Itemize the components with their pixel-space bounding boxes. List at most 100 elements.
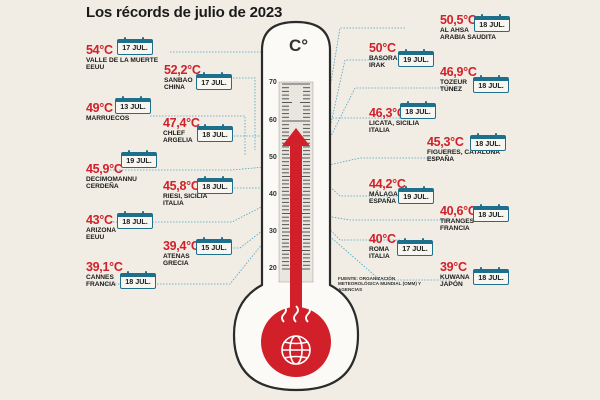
record-licata: 46,3°C LICATA, SICILIA ITALIA (369, 107, 419, 135)
record-decimomannu: 45,9°C DECIMOMANNU CERDEÑA (86, 163, 137, 191)
record-date: 19 JUL. (126, 156, 152, 165)
record-place: ARIZONA (86, 227, 117, 234)
record-country: FRANCIA (440, 225, 470, 233)
source-note: FUENTE: ORGANIZACIÓN METEOROLÓGICA MUNDI… (338, 276, 422, 292)
record-date: 18 JUL. (475, 139, 501, 148)
record-valle-de-la-muerte: 54°C VALLE DE LA MUERTE EEUU (86, 44, 158, 72)
record-arizona: 43°C ARIZONA EEUU (86, 214, 116, 242)
record-place: SANBAO (164, 77, 193, 84)
record-atenas: 39,4°C ATENAS GRECIA (163, 240, 200, 268)
calendar-icon: 18 JUL. (474, 14, 510, 32)
record-place: CANNES (86, 274, 114, 281)
record-tiranges: 40,6°C TIRANGES FRANCIA (440, 205, 477, 233)
calendar-icon: 18 JUL. (470, 133, 506, 151)
record-temp: 46,3°C (369, 106, 406, 120)
record-sanbao: 52,2°C SANBAO CHINA (164, 64, 201, 92)
record-temp: 40,6°C (440, 204, 477, 218)
scale-label-70: 70 (269, 79, 277, 86)
record-tozeur: 46,9°C TOZEUR TÚNEZ (440, 66, 477, 94)
record-temp: 50°C (369, 41, 396, 55)
calendar-icon: 18 JUL. (197, 176, 233, 194)
record-date: 15 JUL. (201, 243, 227, 252)
record-temp: 44,2°C (369, 177, 406, 191)
scale-label-20: 20 (269, 265, 277, 272)
record-date: 13 JUL. (120, 102, 146, 111)
calendar-icon: 17 JUL. (397, 238, 433, 256)
calendar-icon: 18 JUL. (120, 271, 156, 289)
record-place: TOZEUR (440, 79, 467, 86)
record-country: EEUU (86, 234, 105, 242)
scale-label-60: 60 (269, 117, 277, 124)
calendar-icon: 18 JUL. (400, 101, 436, 119)
record-temp: 49°C (86, 101, 113, 115)
record-date: 18 JUL. (478, 273, 504, 282)
record-basora: 50°C BASORA IRAK (369, 42, 398, 70)
record-place: LICATA, SICILIA (369, 120, 420, 127)
record-country: ITALIA (163, 200, 184, 208)
record-temp: 50,5°C (440, 13, 477, 27)
record-temp: 52,2°C (164, 63, 201, 77)
record-place: KUWANA (440, 274, 470, 281)
record-date: 18 JUL. (202, 130, 228, 139)
record-place: MÁLAGA (369, 191, 398, 198)
record-country: EEUU (86, 64, 105, 72)
record-country: CERDEÑA (86, 183, 119, 191)
calendar-icon: 18 JUL. (117, 211, 153, 229)
calendar-icon: 15 JUL. (196, 237, 232, 255)
record-country: TÚNEZ (440, 86, 462, 94)
record-place: MARRUECOS (86, 115, 130, 122)
record-roma: 40°C ROMA ITALIA (369, 233, 396, 261)
record-country: GRECIA (163, 260, 189, 268)
unit-label: C° (289, 36, 309, 55)
calendar-icon: 19 JUL. (398, 186, 434, 204)
record-date: 17 JUL. (201, 78, 227, 87)
calendar-icon: 19 JUL. (398, 49, 434, 67)
record-malaga: 44,2°C MÁLAGA ESPAÑA (369, 178, 406, 206)
record-temp: 54°C (86, 43, 113, 57)
record-country: ARGELIA (163, 137, 193, 145)
record-place: VALLE DE LA MUERTE (86, 57, 159, 64)
record-country: ESPAÑA (369, 198, 396, 206)
record-temp: 39,1°C (86, 260, 123, 274)
scale-label-50: 50 (269, 154, 277, 161)
record-date: 18 JUL. (202, 182, 228, 191)
record-temp: 45,3°C (427, 135, 464, 149)
page-title: Los récords de julio de 2023 (86, 4, 283, 21)
record-place: ATENAS (163, 253, 190, 260)
record-country: JAPÓN (440, 281, 463, 289)
record-place: CHLEF (163, 130, 185, 137)
scale-label-30: 30 (269, 228, 277, 235)
record-riesi: 45,8°C RIESI, SICILIA ITALIA (163, 180, 207, 208)
record-place: FIGUERES, CATALUÑA (427, 149, 501, 156)
calendar-icon: 18 JUL. (473, 75, 509, 93)
record-cannes: 39,1°C CANNES FRANCIA (86, 261, 123, 289)
record-temp: 45,8°C (163, 179, 200, 193)
record-place: RIESI, SICILIA (163, 193, 208, 200)
record-date: 18 JUL. (125, 277, 151, 286)
calendar-icon: 19 JUL. (121, 150, 157, 168)
record-temp: 43°C (86, 213, 113, 227)
record-temp: 47,4°C (163, 116, 200, 130)
calendar-icon: 17 JUL. (196, 72, 232, 90)
record-date: 18 JUL. (479, 20, 505, 29)
record-place: TIRANGES (440, 218, 475, 225)
calendar-icon: 13 JUL. (115, 96, 151, 114)
record-date: 19 JUL. (403, 55, 429, 64)
record-place: AL AHSA (440, 27, 469, 34)
record-date: 18 JUL. (405, 107, 431, 116)
record-marruecos: 49°C MARRUECOS (86, 101, 130, 123)
calendar-icon: 18 JUL. (473, 204, 509, 222)
calendar-icon: 18 JUL. (197, 124, 233, 142)
calendar-icon: 18 JUL. (473, 267, 509, 285)
record-place: DECIMOMANNU (86, 176, 137, 183)
record-temp: 45,9°C (86, 162, 123, 176)
record-figueres: 45,3°C FIGUERES, CATALUÑA ESPAÑA (427, 136, 500, 164)
record-country: FRANCIA (86, 281, 116, 289)
record-country: ITALIA (369, 127, 390, 135)
record-date: 17 JUL. (402, 244, 428, 253)
record-place: ROMA (369, 246, 390, 253)
record-country: CHINA (164, 84, 185, 92)
record-kuwana: 39°C KUWANA JAPÓN (440, 261, 470, 289)
calendar-icon: 17 JUL. (117, 37, 153, 55)
record-temp: 46,9°C (440, 65, 477, 79)
